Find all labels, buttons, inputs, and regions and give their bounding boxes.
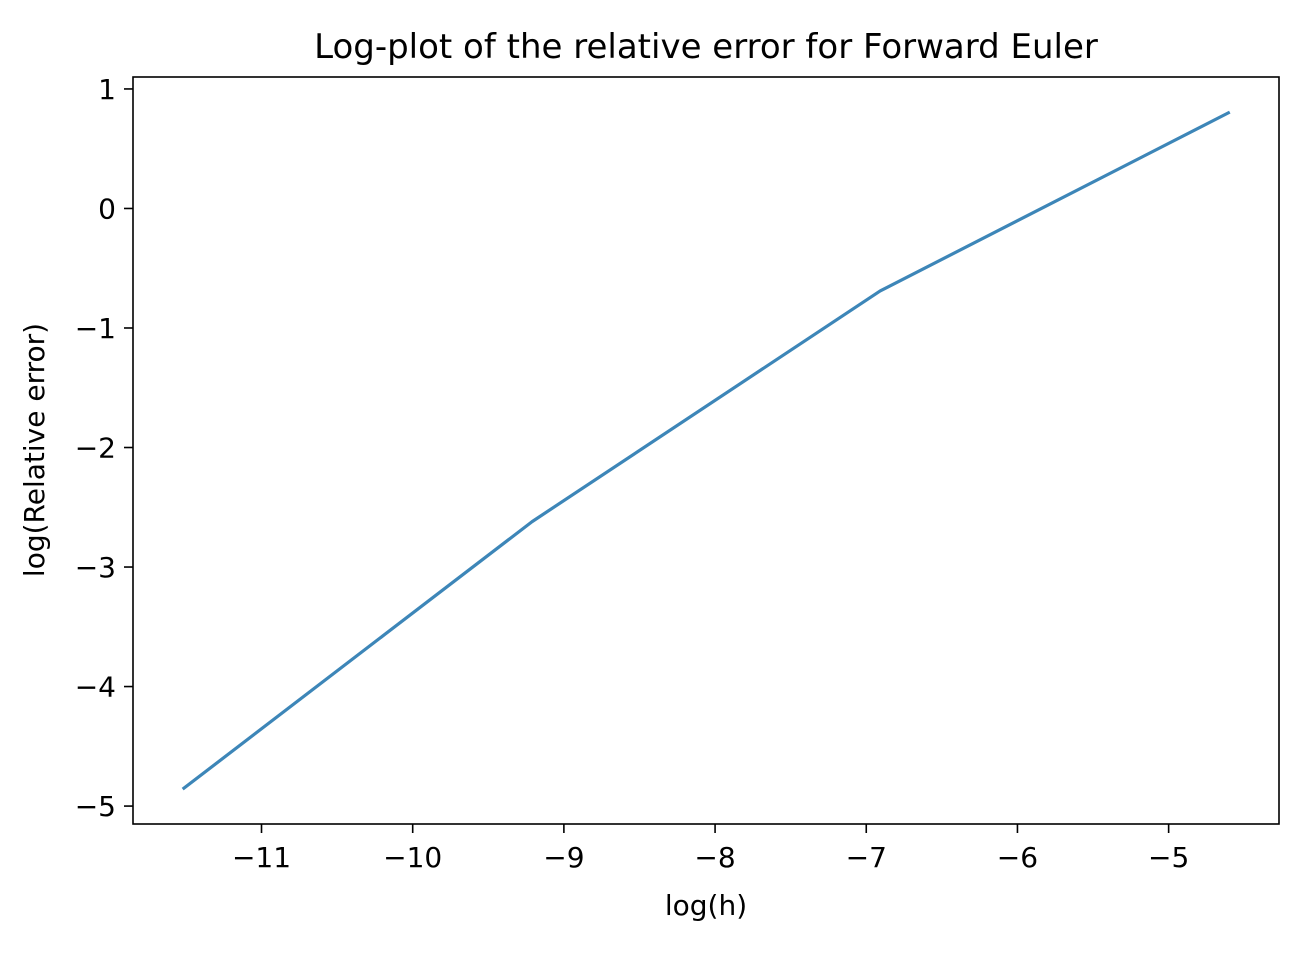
y-tick-label: −5 <box>75 790 116 823</box>
y-tick-label: −2 <box>75 432 116 465</box>
series-line-0 <box>181 110 1231 791</box>
y-tick-label: −1 <box>75 312 116 345</box>
x-axis: −11 −10 −9 −8 −7 −6 −5 <box>232 824 1189 874</box>
x-tick-label: −11 <box>232 841 291 874</box>
y-tick-label: −3 <box>75 551 116 584</box>
y-axis-label: log(Relative error) <box>18 323 51 577</box>
y-tick-label: −4 <box>75 671 116 704</box>
x-tick-label: −5 <box>1148 841 1189 874</box>
x-tick-label: −9 <box>543 841 584 874</box>
y-tick-label: 0 <box>98 192 116 225</box>
plot-area <box>181 110 1231 791</box>
x-tick-label: −8 <box>694 841 735 874</box>
axes-frame <box>132 76 1280 825</box>
x-tick-label: −7 <box>846 841 887 874</box>
y-tick-label: 1 <box>98 73 116 106</box>
x-tick-label: −6 <box>997 841 1038 874</box>
x-tick-label: −10 <box>383 841 442 874</box>
y-axis: −5 −4 −3 −2 −1 0 1 <box>75 73 133 823</box>
x-axis-label: log(h) <box>665 889 747 922</box>
chart-title: Log-plot of the relative error for Forwa… <box>314 27 1098 67</box>
